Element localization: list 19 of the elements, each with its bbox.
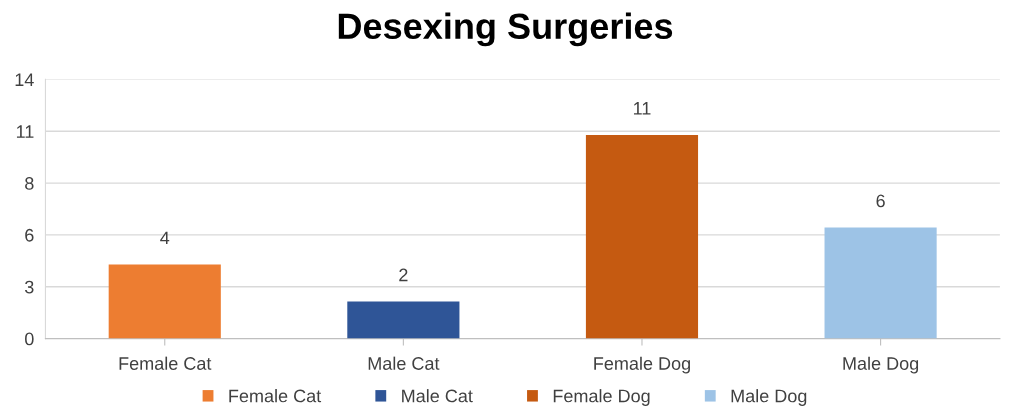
data-label: 4: [160, 231, 170, 245]
legend-label: Female Dog: [553, 389, 650, 406]
y-tick-label: 6: [25, 228, 34, 242]
chart-title: Desexing Surgeries: [338, 12, 673, 47]
y-tick-label: 8: [25, 177, 34, 190]
y-tick-label: 11: [16, 125, 34, 138]
data-label: 6: [876, 194, 885, 208]
y-tick-label: 14: [15, 73, 34, 86]
y-tick-label: 0: [25, 332, 34, 346]
legend-label: Male Dog: [731, 389, 807, 406]
data-label: 2: [399, 268, 408, 282]
data-label: 11: [633, 102, 651, 115]
x-tick-label: Male Cat: [368, 356, 440, 370]
x-tick-label: Male Dog: [843, 356, 919, 374]
legend-label: Male Cat: [402, 389, 473, 403]
x-tick-label: Female Dog: [594, 356, 690, 374]
x-tick-label: Female Cat: [119, 356, 212, 370]
legend-label: Female Cat: [229, 389, 322, 403]
y-tick-label: 3: [24, 280, 34, 294]
